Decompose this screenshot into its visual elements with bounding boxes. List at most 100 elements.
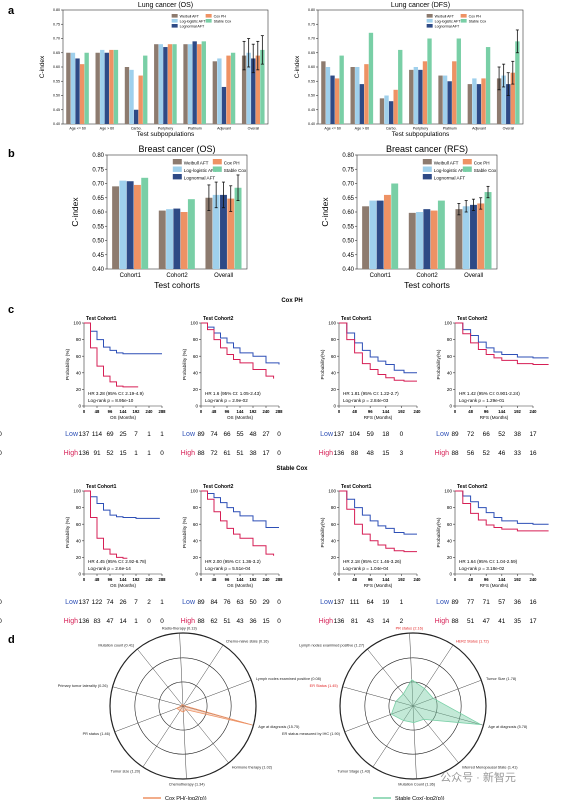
km-y-tick-label: 80 [447,505,453,510]
bar-stable-cox [339,55,344,124]
km-x-tick-label: 0 [83,577,86,582]
km-x-tick-label: 192 [133,409,141,414]
bar-log-logistic-aft [413,67,418,124]
risk-count-high: 47 [483,618,491,625]
legend-swatch [171,24,178,28]
bar-stable-cox [234,187,242,269]
risk-count-low: 69 [106,431,114,438]
km-x-tick-label: 48 [95,409,100,414]
bar-lognormal-aft [173,208,181,269]
bar-cox-ph [226,55,231,124]
radar-charts-layer: Radio-therapy (0.13) Chemo-naive state (0… [58,627,528,800]
bar-log-logistic-aft [100,49,105,124]
bar-log-logistic-aft [246,52,251,124]
bar-weibull-aft [455,209,463,269]
km-y-tick-label: 0 [195,572,198,577]
km-y-tick-label: 80 [331,505,337,510]
legend-label: Cox PH [214,15,227,19]
km-y-tick-label: 20 [193,555,199,560]
bar-lognormal-aft [359,84,364,124]
risk-count-low: 26 [119,599,127,606]
radar-spoke [409,633,414,707]
km-curve-low [201,322,280,365]
radar-spoke [182,644,224,707]
risk-count-low: 137 [79,431,90,438]
km-y-label: Probability (%) [65,517,71,549]
km-y-tick-label: 60 [447,354,453,359]
legend-label: Stable Cox [469,20,487,24]
x-tick-label: Platinum [443,127,457,131]
km-y-tick-label: 0 [449,404,452,409]
risk-row-label-low: Low [182,599,196,606]
y-tick-label: 0.55 [53,79,60,83]
bar-log-logistic-aft [472,78,477,124]
km-x-tick-label: 96 [225,577,230,582]
bar-log-logistic-aft [158,44,163,125]
bar-chart-a2: Lung cancer (DFS) 0.40 0.45 0.50 0.55 0.60 0.6… [294,2,524,138]
km-x-tick-label: 192 [250,409,258,414]
km-y-tick-label: 20 [447,387,453,392]
radar-axis-label: Lymph nodes examined positive (1.27) [299,644,365,648]
km-x-tick-label: 240 [530,409,538,414]
radar-axis-label: Age at diagnosis (5.78) [488,725,528,729]
panel-letter-c: c [8,304,14,316]
risk-row-label-high: High [181,618,196,625]
bar-cox-ph [430,210,438,269]
risk-count-high: 0 [0,618,2,625]
km-x-label: OS (Months) [227,583,254,588]
y-tick-label: 0.65 [308,51,315,55]
legend-swatch [422,159,432,165]
km-x-tick-label: 240 [263,409,271,414]
legend-label: Weibull AFT [184,160,209,165]
risk-count-low: 74 [210,431,218,438]
km-y-tick-label: 20 [331,387,337,392]
km-x-label: OS (Months) [110,415,137,420]
bar-lognormal-aft [104,52,109,124]
risk-count-low: 137 [334,431,345,438]
km-curve-low [455,490,549,525]
radar-axis-label: Chemo-naive state (0.16) [226,639,270,643]
km-y-tick-label: 0 [78,404,81,409]
radar-spoke [412,705,417,779]
risk-count-high: 0 [277,618,281,625]
risk-row-label-high: High [435,618,450,625]
y-tick-label: 0.80 [308,8,315,12]
km-y-tick-label: 100 [444,321,452,326]
radar-axis-label: HER2 Status (1.72) [456,639,490,643]
km-x-tick-label: 144 [237,409,245,414]
radar-ring [158,681,208,731]
y-tick-label: 0.75 [53,22,60,26]
legend-label: Weibull AFT [435,15,455,19]
watermark-text: 公众号 · 新智元 [440,770,516,784]
y-tick-label: 0.40 [308,122,315,126]
legend-swatch [171,19,178,23]
risk-count-low: 64 [367,599,375,606]
radar-axis-label: Lymph nodes examined positive (0.08) [256,677,322,681]
km-x-tick-label: 48 [468,577,473,582]
risk-count-high: 56 [467,450,475,457]
bar-weibull-aft [112,186,120,269]
risk-count-high: 136 [334,618,345,625]
risk-count-high: 15 [262,618,270,625]
km-curve-high [201,322,275,379]
legend-label: Log-logistic AFT [434,168,467,173]
km-plot-6: Test Cohort2 0 20 40 60 80 100 0 48 96 144 192 240 28… [181,484,284,625]
km-x-tick-label: 144 [120,409,128,414]
legend-label: Weibull AFT [434,160,459,165]
km-y-tick-label: 80 [193,505,199,510]
y-tick-label: 0.40 [53,122,60,126]
radar-spoke [344,705,414,733]
risk-row-label-low: Low [182,431,196,438]
km-curve-low [339,490,417,535]
risk-count-low: 89 [197,599,205,606]
bar-cox-ph [393,89,398,124]
risk-count-high: 88 [451,618,459,625]
bar-cox-ph [334,78,340,124]
risk-count-high: 0 [147,618,151,625]
km-logrank-text: Log-rank p = 8.95e-10 [88,398,134,403]
bar-lognormal-aft [251,58,256,125]
km-y-tick-label: 20 [76,387,82,392]
legend-label: Cox PH [474,160,490,165]
risk-count-low: 36 [514,599,522,606]
